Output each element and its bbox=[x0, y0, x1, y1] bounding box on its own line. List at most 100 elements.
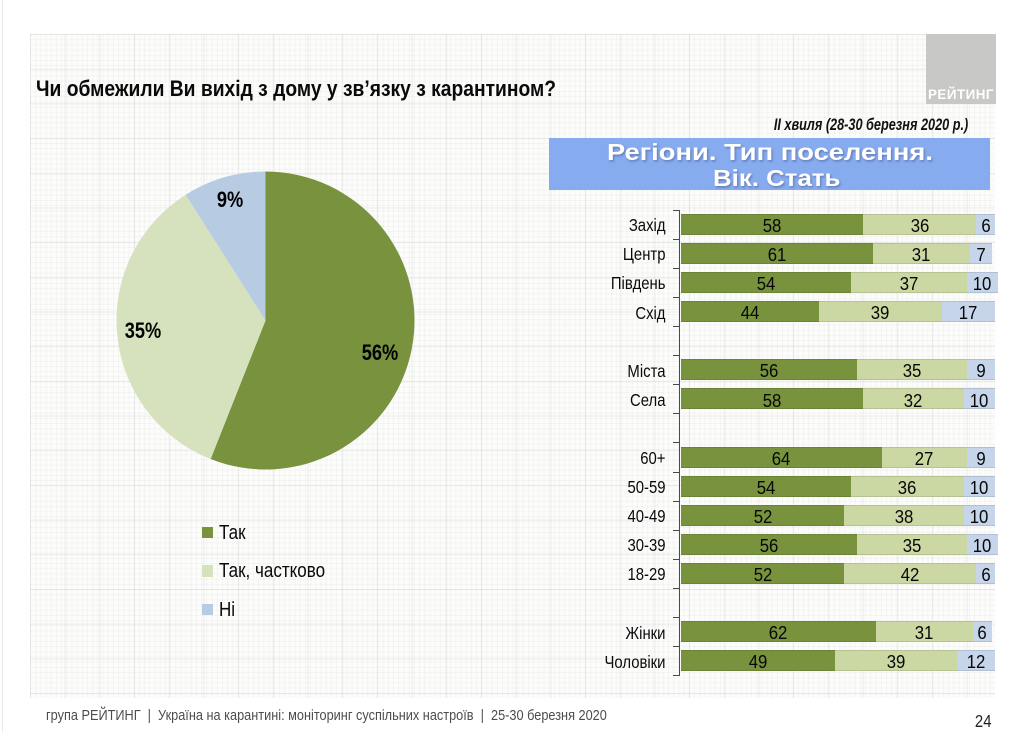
bar-segment-Ні: 6 bbox=[976, 562, 995, 585]
bar-segment-Ні: 7 bbox=[969, 242, 992, 266]
bar-value-label: 54 bbox=[756, 477, 776, 498]
pie-slice-label: 9% bbox=[216, 186, 244, 212]
bar-value-label: 44 bbox=[740, 303, 760, 324]
bar-value-label: 64 bbox=[772, 448, 791, 469]
bar-segment-Так, частково: 39 bbox=[834, 650, 958, 673]
bar-value-label: 31 bbox=[911, 245, 931, 266]
axis-tick bbox=[673, 442, 679, 444]
axis-tick bbox=[673, 238, 679, 240]
axis-tick bbox=[673, 296, 679, 298]
bar-value-label: 39 bbox=[871, 303, 890, 324]
axis-tick bbox=[673, 558, 679, 560]
bar-category-label: 30-39 bbox=[627, 535, 666, 556]
axis-tick bbox=[673, 384, 679, 386]
axis-tick bbox=[673, 646, 679, 648]
bar-segment-Так, частково: 31 bbox=[872, 242, 970, 266]
bar-segment-Ні: 9 bbox=[966, 446, 995, 469]
bar-value-label: 27 bbox=[915, 448, 934, 469]
bar-segment-Ні: 17 bbox=[941, 301, 995, 323]
bar-segment-Так: 54 bbox=[681, 271, 851, 294]
bar-category-label: Чоловіки bbox=[604, 651, 666, 672]
bar-row-Села: 58 32 10 bbox=[681, 388, 995, 411]
bar-value-label: 36 bbox=[910, 215, 929, 236]
bar-value-label: 35 bbox=[902, 361, 922, 382]
bar-value-label: 9 bbox=[976, 448, 986, 469]
bar-segment-Так: 58 bbox=[681, 213, 864, 236]
legend-label: Ні bbox=[218, 598, 235, 622]
bar-row-Жінки: 62 31 6 bbox=[681, 621, 992, 644]
bar-category-label: 18-29 bbox=[627, 564, 666, 585]
axis-tick bbox=[673, 529, 679, 531]
axis-tick bbox=[673, 617, 679, 619]
bar-value-label: 61 bbox=[767, 245, 787, 266]
bar-category-label: 40-49 bbox=[627, 506, 666, 527]
bar-value-label: 6 bbox=[977, 623, 988, 644]
bar-value-label: 10 bbox=[969, 506, 989, 527]
axis-tick bbox=[673, 587, 679, 589]
bar-category-label: 60+ bbox=[640, 448, 666, 469]
bar-segment-Так, частково: 31 bbox=[875, 621, 973, 644]
bar-segment-Ні: 10 bbox=[963, 388, 995, 411]
bar-segment-Ні: 10 bbox=[963, 475, 995, 498]
bar-segment-Так, частково: 39 bbox=[819, 301, 942, 324]
pie-slice-label: 56% bbox=[361, 339, 398, 365]
bar-value-label: 62 bbox=[769, 623, 788, 644]
axis-tick bbox=[673, 355, 679, 357]
bar-category-label: Міста bbox=[627, 360, 666, 381]
bar-category-label: Центр bbox=[622, 244, 666, 265]
bar-segment-Так: 58 bbox=[681, 388, 864, 411]
bar-value-label: 10 bbox=[969, 390, 989, 411]
bar-row-Захід: 58 36 6 bbox=[681, 213, 995, 236]
bar-value-label: 10 bbox=[973, 274, 992, 295]
bar-value-label: 56 bbox=[759, 536, 779, 557]
bar-category-label: Південь bbox=[610, 273, 666, 294]
bar-value-label: 52 bbox=[753, 506, 772, 527]
bar-segment-Так, частково: 35 bbox=[856, 359, 967, 382]
bar-value-label: 56 bbox=[759, 361, 779, 382]
bar-segment-Так, частково: 36 bbox=[863, 213, 977, 236]
bar-segment-Ні: 12 bbox=[957, 650, 995, 673]
bar-value-label: 31 bbox=[915, 623, 934, 644]
axis-tick bbox=[673, 500, 679, 502]
bar-segment-Так: 64 bbox=[681, 446, 882, 469]
bar-segment-Так: 52 bbox=[681, 562, 845, 585]
bar-segment-Так, частково: 38 bbox=[844, 504, 964, 527]
bar-segment-Так, частково: 37 bbox=[850, 271, 967, 294]
legend-label: Так bbox=[218, 520, 246, 544]
bar-value-label: 12 bbox=[966, 652, 986, 673]
bar-segment-Так: 54 bbox=[681, 475, 851, 498]
bar-segment-Так: 61 bbox=[681, 242, 873, 266]
bar-segment-Ні: 10 bbox=[966, 271, 999, 295]
bar-value-label: 58 bbox=[762, 390, 782, 411]
stacked-bar-chart: Захід 58 36 6 Центр 61 31 7 Південь 54 37 10 Схід 44 3… bbox=[604, 209, 999, 677]
section-header-line1: Регіони. Тип поселення. bbox=[606, 138, 933, 165]
bar-row-30-39: 56 35 10 bbox=[681, 533, 999, 557]
axis-tick bbox=[673, 209, 679, 211]
bar-segment-Так, частково: 35 bbox=[856, 533, 967, 556]
bar-row-Південь: 54 37 10 bbox=[681, 271, 999, 295]
bar-row-Центр: 61 31 7 bbox=[681, 242, 992, 266]
bar-value-label: 7 bbox=[976, 245, 986, 266]
bar-row-18-29: 52 42 6 bbox=[681, 562, 995, 585]
legend-label: Так, частково bbox=[218, 559, 325, 583]
bar-value-label: 10 bbox=[973, 536, 992, 557]
page-number: 24 bbox=[974, 710, 991, 731]
page-edge-line bbox=[2, 0, 3, 732]
bar-segment-Ні: 10 bbox=[963, 504, 995, 527]
bar-category-label: Жінки bbox=[625, 622, 666, 643]
wave-note: ІІ хвиля (28-30 березня 2020 р.) bbox=[774, 116, 969, 134]
pie-slice-label: 35% bbox=[124, 317, 161, 343]
pie-slice-2 bbox=[116, 194, 266, 460]
legend-swatch-icon bbox=[201, 526, 214, 538]
bar-value-label: 39 bbox=[886, 652, 906, 673]
bar-category-axis bbox=[678, 209, 680, 676]
bar-category-label: 50-59 bbox=[627, 477, 666, 498]
bar-value-label: 49 bbox=[748, 652, 768, 673]
bar-row-40-49: 52 38 10 bbox=[681, 504, 995, 527]
rating-group-logo: РЕЙТИНГ bbox=[926, 34, 996, 104]
bar-segment-Ні: 9 bbox=[966, 359, 995, 381]
bar-segment-Так, частково: 36 bbox=[850, 475, 964, 498]
bar-value-label: 38 bbox=[894, 506, 914, 527]
bar-segment-Так: 44 bbox=[681, 301, 820, 324]
